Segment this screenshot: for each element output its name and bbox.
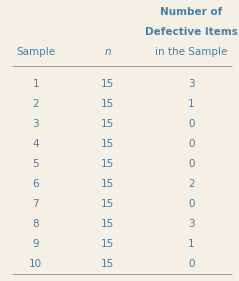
Text: in the Sample: in the Sample bbox=[155, 47, 227, 58]
Text: 15: 15 bbox=[101, 99, 114, 109]
Text: 1: 1 bbox=[188, 239, 195, 249]
Text: 8: 8 bbox=[33, 219, 39, 229]
Text: 1: 1 bbox=[33, 80, 39, 89]
Text: 15: 15 bbox=[101, 159, 114, 169]
Text: 15: 15 bbox=[101, 219, 114, 229]
Text: Sample: Sample bbox=[16, 47, 55, 58]
Text: Defective Items: Defective Items bbox=[145, 27, 238, 37]
Text: 15: 15 bbox=[101, 179, 114, 189]
Text: 0: 0 bbox=[188, 199, 195, 209]
Text: 4: 4 bbox=[33, 139, 39, 149]
Text: 9: 9 bbox=[33, 239, 39, 249]
Text: 15: 15 bbox=[101, 119, 114, 129]
Text: 15: 15 bbox=[101, 139, 114, 149]
Text: 1: 1 bbox=[188, 99, 195, 109]
Text: 5: 5 bbox=[33, 159, 39, 169]
Text: 7: 7 bbox=[33, 199, 39, 209]
Text: 0: 0 bbox=[188, 159, 195, 169]
Text: 0: 0 bbox=[188, 139, 195, 149]
Text: 0: 0 bbox=[188, 259, 195, 269]
Text: 6: 6 bbox=[33, 179, 39, 189]
Text: 3: 3 bbox=[33, 119, 39, 129]
Text: 15: 15 bbox=[101, 259, 114, 269]
Text: 2: 2 bbox=[33, 99, 39, 109]
Text: n: n bbox=[104, 47, 111, 58]
Text: Number of: Number of bbox=[160, 7, 222, 17]
Text: 10: 10 bbox=[29, 259, 42, 269]
Text: 3: 3 bbox=[188, 219, 195, 229]
Text: 3: 3 bbox=[188, 80, 195, 89]
Text: 15: 15 bbox=[101, 80, 114, 89]
Text: 0: 0 bbox=[188, 119, 195, 129]
Text: 2: 2 bbox=[188, 179, 195, 189]
Text: 15: 15 bbox=[101, 199, 114, 209]
Text: 15: 15 bbox=[101, 239, 114, 249]
